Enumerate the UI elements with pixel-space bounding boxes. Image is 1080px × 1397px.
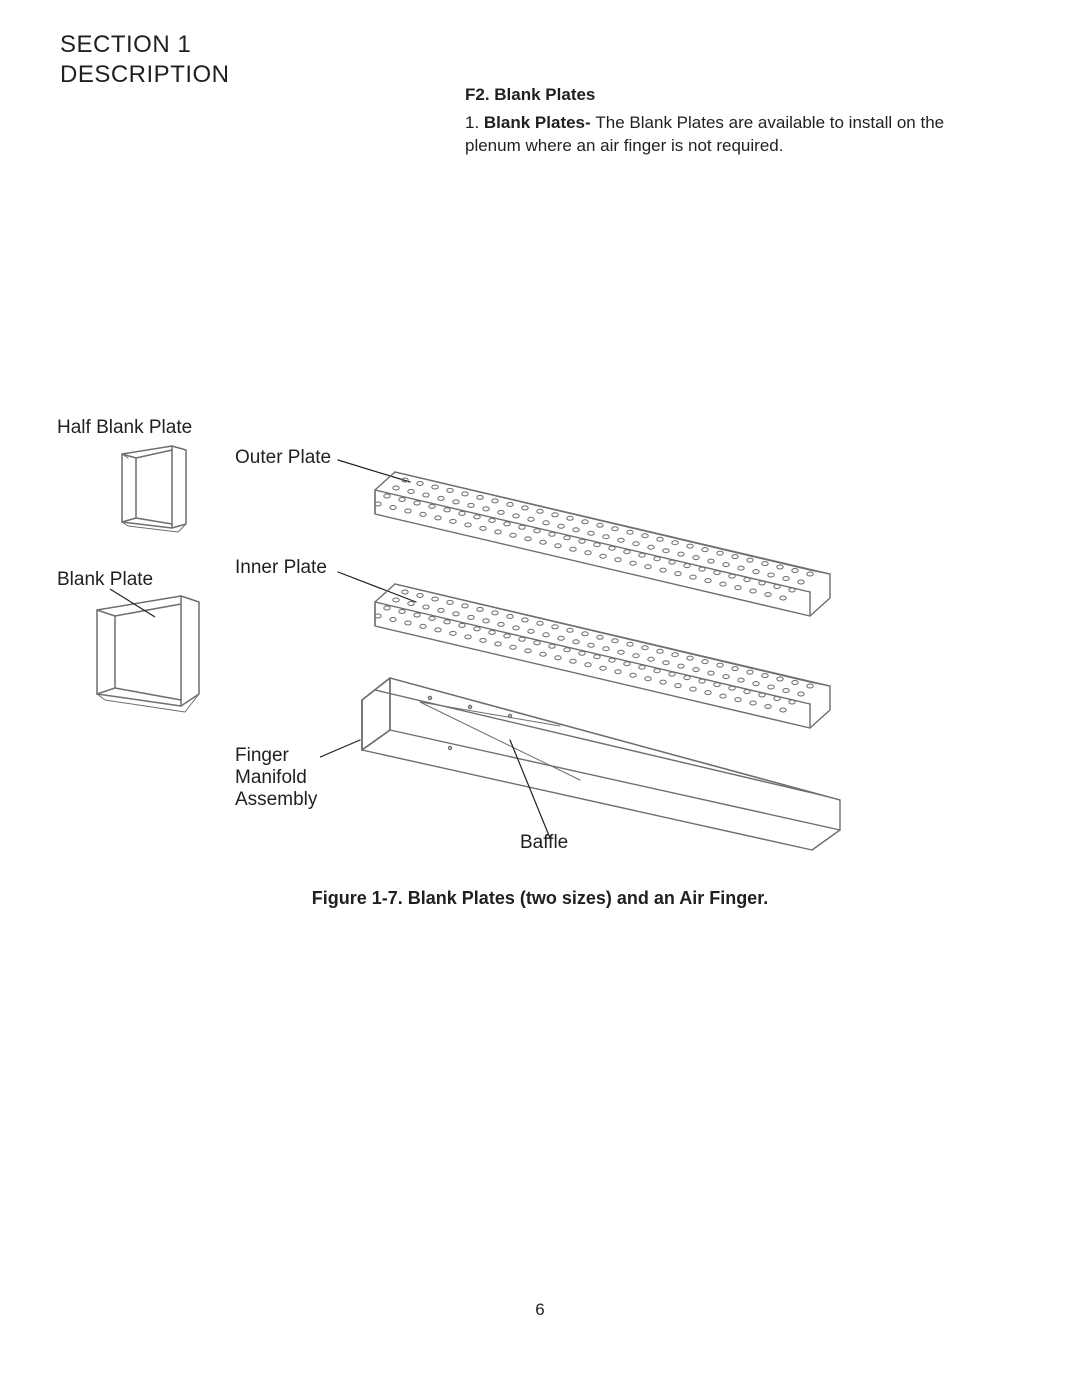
label-outer-plate: Outer Plate bbox=[235, 447, 331, 469]
finger-line2: Manifold bbox=[235, 767, 307, 788]
half-blank-plate-drawing bbox=[110, 436, 200, 536]
body-bold: Blank Plates- bbox=[484, 113, 596, 132]
finger-line3: Assembly bbox=[235, 789, 317, 810]
label-finger-manifold: Finger Manifold Assembly bbox=[235, 745, 317, 811]
label-inner-plate: Inner Plate bbox=[235, 557, 327, 579]
body-number: 1. bbox=[465, 113, 484, 132]
air-finger-diagram bbox=[320, 440, 880, 860]
page-number: 6 bbox=[0, 1300, 1080, 1320]
body-text: 1. Blank Plates- The Blank Plates are av… bbox=[465, 112, 995, 158]
blank-plate-leader bbox=[100, 583, 170, 623]
section-title: SECTION 1 DESCRIPTION bbox=[60, 30, 230, 90]
section-line2: DESCRIPTION bbox=[60, 61, 230, 88]
section-line1: SECTION 1 bbox=[60, 31, 191, 58]
figure-caption: Figure 1-7. Blank Plates (two sizes) and… bbox=[0, 888, 1080, 909]
finger-line1: Finger bbox=[235, 745, 289, 766]
subheading: F2. Blank Plates bbox=[465, 85, 595, 105]
